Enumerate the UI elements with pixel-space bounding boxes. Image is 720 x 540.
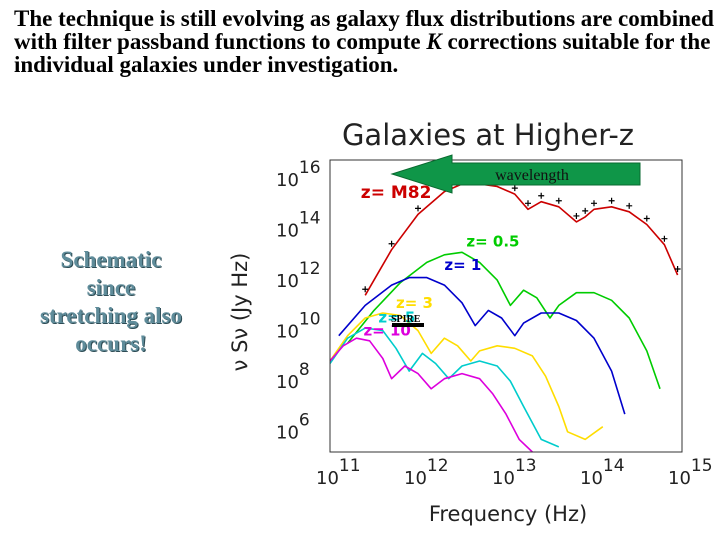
y-tick-label: 1014	[276, 208, 321, 241]
note-line-1: Schematic	[60, 247, 162, 272]
wavelength-arrow: wavelength	[390, 154, 641, 194]
series-line-1	[346, 251, 661, 390]
spire-label: SPIRE	[391, 314, 421, 325]
y-axis-label: ν Sν (Jy Hz)	[228, 253, 252, 372]
intro-text: The technique is still evolving as galax…	[14, 7, 714, 76]
data-point-marker	[555, 197, 562, 204]
data-point-marker	[362, 286, 369, 293]
x-axis-label: Frequency (Hz)	[429, 502, 587, 526]
data-point-marker	[388, 240, 395, 247]
data-point-marker	[674, 266, 681, 273]
spire-band	[392, 323, 424, 327]
x-tick-label: 1012	[404, 456, 449, 489]
data-point-marker	[591, 200, 597, 207]
y-tick-label: 106	[276, 411, 310, 444]
intro-part-2: corrections suitable for the individual …	[14, 29, 711, 77]
x-tick-label: 1013	[492, 456, 537, 489]
series-line-3	[329, 312, 604, 441]
series-line-5	[329, 337, 533, 453]
series-label-0: z= M82	[361, 183, 432, 203]
y-tick-label: 1016	[276, 158, 321, 191]
plot-frame	[329, 159, 683, 453]
arrow-label: wavelength	[495, 167, 569, 184]
series-lines	[329, 183, 679, 453]
series-label-4: z= 5	[378, 309, 415, 327]
series-label-3: z= 3	[396, 294, 433, 312]
series-line-0	[364, 183, 679, 296]
y-tick-label: 1010	[276, 310, 321, 343]
y-tick-label: 1012	[276, 259, 321, 292]
series-label-1: z= 0.5	[466, 233, 519, 251]
data-point-marker	[661, 235, 668, 242]
arrow-shape	[390, 154, 641, 194]
note-line-4: occurs!	[75, 331, 147, 356]
data-point-marker	[415, 205, 421, 212]
series-label-2: z= 1	[444, 256, 481, 274]
data-point-marker	[626, 202, 633, 209]
y-tick-labels: 106 108 1010 1012 1014 1016	[276, 158, 321, 444]
series-line-2	[338, 276, 626, 415]
data-point-marker	[525, 200, 531, 207]
chart-title: Galaxies at Higher-z	[342, 118, 634, 152]
intro-k-letter: K	[426, 29, 442, 54]
x-tick-label: 1011	[316, 456, 361, 489]
series-line-4	[329, 327, 560, 448]
data-point-marker	[573, 212, 580, 219]
note-line-3: stretching also	[39, 303, 183, 328]
data-point-marker	[643, 215, 650, 222]
data-point-marker	[582, 207, 589, 214]
note-line-2: since	[86, 275, 136, 300]
data-point-marker	[608, 197, 615, 204]
data-point-marker	[511, 185, 518, 192]
x-tick-labels: 1011 1012 1013 1014 1015	[316, 456, 713, 489]
schematic-note: Schematic since stretching also occurs!	[16, 246, 206, 358]
y-tick-label: 108	[276, 360, 310, 393]
intro-part-1: The technique is still evolving as galax…	[14, 6, 714, 54]
x-tick-label: 1014	[580, 456, 625, 489]
spire-filter: SPIRE	[391, 314, 424, 327]
data-point-marker	[538, 192, 545, 199]
x-tick-label: 1015	[668, 456, 713, 489]
